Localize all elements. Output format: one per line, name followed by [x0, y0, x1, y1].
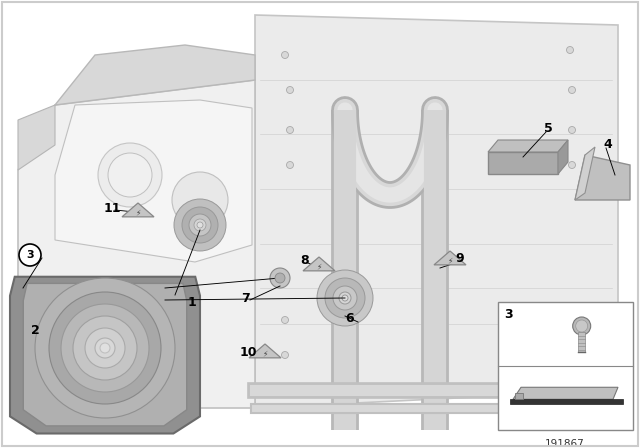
Polygon shape	[434, 251, 466, 265]
Text: ⚡: ⚡	[447, 257, 452, 266]
Circle shape	[182, 207, 218, 243]
Text: 10: 10	[239, 345, 257, 358]
Circle shape	[98, 143, 162, 207]
Polygon shape	[515, 393, 523, 399]
Circle shape	[573, 317, 591, 335]
Circle shape	[287, 86, 294, 94]
Circle shape	[174, 199, 226, 251]
Circle shape	[325, 278, 365, 318]
Circle shape	[317, 270, 373, 326]
Polygon shape	[575, 155, 630, 200]
Circle shape	[287, 161, 294, 168]
Polygon shape	[249, 344, 281, 358]
Circle shape	[568, 306, 575, 314]
Polygon shape	[122, 203, 154, 217]
Polygon shape	[558, 140, 568, 174]
Polygon shape	[18, 80, 255, 408]
Text: 191867: 191867	[545, 439, 585, 448]
Circle shape	[339, 292, 351, 304]
Circle shape	[100, 343, 110, 353]
Text: 7: 7	[241, 292, 250, 305]
Text: 3: 3	[26, 250, 34, 260]
Text: 5: 5	[543, 121, 552, 134]
Text: 9: 9	[456, 251, 464, 264]
Text: ⚡: ⚡	[316, 263, 322, 271]
Circle shape	[568, 86, 575, 94]
Bar	[498, 302, 633, 430]
Circle shape	[333, 286, 357, 310]
Polygon shape	[513, 387, 618, 399]
Text: 8: 8	[301, 254, 309, 267]
Circle shape	[19, 244, 41, 266]
Circle shape	[95, 338, 115, 358]
Circle shape	[194, 219, 206, 231]
Circle shape	[61, 304, 149, 392]
Polygon shape	[55, 100, 252, 262]
Text: 2: 2	[31, 323, 40, 336]
Polygon shape	[10, 277, 200, 434]
Circle shape	[35, 278, 175, 418]
Circle shape	[49, 292, 161, 404]
Polygon shape	[18, 105, 55, 170]
Circle shape	[287, 126, 294, 134]
Circle shape	[568, 352, 575, 358]
Polygon shape	[55, 45, 255, 105]
Polygon shape	[23, 284, 187, 426]
Circle shape	[576, 320, 588, 332]
Circle shape	[275, 273, 285, 283]
Text: 6: 6	[346, 311, 355, 324]
Circle shape	[282, 352, 289, 358]
Text: ⚡: ⚡	[135, 208, 141, 217]
Circle shape	[189, 214, 211, 236]
Bar	[510, 399, 623, 404]
Circle shape	[568, 161, 575, 168]
Circle shape	[172, 172, 228, 228]
Circle shape	[282, 316, 289, 323]
Bar	[488, 152, 558, 174]
Circle shape	[568, 126, 575, 134]
Text: 4: 4	[604, 138, 612, 151]
Polygon shape	[575, 147, 595, 200]
Bar	[578, 332, 585, 352]
Circle shape	[85, 328, 125, 368]
Text: 3: 3	[504, 308, 513, 321]
Polygon shape	[255, 15, 618, 408]
Circle shape	[282, 52, 289, 59]
Text: 11: 11	[103, 202, 121, 215]
Circle shape	[73, 316, 137, 380]
Circle shape	[197, 222, 203, 228]
Circle shape	[108, 153, 152, 197]
Polygon shape	[303, 257, 335, 271]
Circle shape	[566, 47, 573, 53]
Text: 1: 1	[188, 296, 196, 309]
Polygon shape	[488, 140, 568, 152]
Text: ⚡: ⚡	[262, 349, 268, 358]
Circle shape	[270, 268, 290, 288]
Circle shape	[342, 295, 348, 301]
